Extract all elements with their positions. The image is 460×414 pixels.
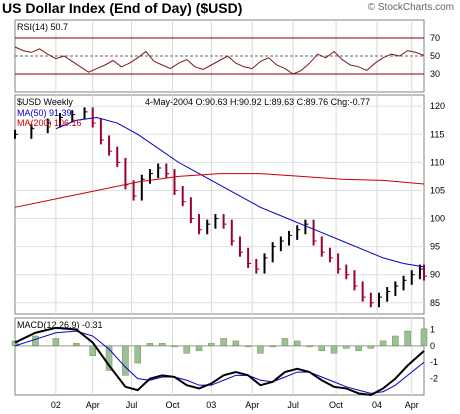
macd-histogram-bar [379, 340, 387, 347]
macd-histogram-bar [257, 345, 264, 354]
price-y-tick: 100 [430, 214, 445, 224]
price-y-tick: 115 [430, 129, 444, 139]
macd-y-tick: -1 [430, 357, 438, 367]
watermark: © StockCharts.com [367, 2, 454, 13]
macd-histogram-bar [171, 345, 178, 348]
macd-histogram-bar [420, 328, 428, 347]
macd-y-tick: 1 [430, 324, 435, 334]
x-tick-label: Apr [86, 400, 100, 410]
chart-title: US Dollar Index (End of Day) ($USD) [2, 0, 243, 16]
macd-histogram-bar [195, 345, 203, 352]
panel-frame-1 [14, 94, 425, 315]
macd-label: MACD(12,26,9) -0.31 [17, 320, 103, 330]
x-tick-label: Oct [329, 400, 344, 410]
x-tick-label: Apr [245, 400, 259, 410]
price-panel-label: $USD Weekly [17, 97, 73, 107]
macd-macd-line [14, 326, 425, 397]
macd-histogram-bar [105, 345, 113, 371]
macd-histogram-bar [89, 345, 96, 356]
macd-histogram-bar [208, 343, 215, 347]
rsi-y-tick: 50 [430, 51, 440, 61]
macd-histogram-bar [367, 345, 375, 349]
macd-histogram-bar [32, 335, 39, 347]
macd-histogram-bar [134, 345, 141, 364]
ma-legend: MA(50) 91.39 [17, 108, 72, 118]
price-y-tick: 90 [430, 270, 440, 280]
macd-histogram-bar [183, 345, 191, 354]
price-y-tick: 85 [430, 298, 440, 308]
ma-line-2 [14, 173, 425, 208]
macd-histogram-bar [392, 335, 399, 347]
x-tick-label: Jul [287, 400, 299, 410]
macd-histogram-bar [122, 345, 129, 376]
macd-histogram-bar [404, 330, 411, 347]
price-y-tick: 120 [430, 101, 445, 111]
x-tick-label: Oct [165, 400, 180, 410]
macd-histogram-bar [318, 345, 325, 352]
rsi-y-tick: 30 [430, 69, 440, 79]
macd-histogram-bar [269, 345, 276, 348]
macd-histogram-bar [73, 343, 80, 347]
macd-histogram-bar [343, 345, 350, 349]
macd-signal-line [14, 330, 425, 394]
macd-histogram-bar [355, 345, 362, 352]
macd-histogram-bar [293, 340, 301, 347]
macd-histogram-bar [281, 338, 289, 347]
macd-histogram-bar [220, 338, 227, 347]
ma-legend: MA(200) 106.16 [17, 118, 82, 128]
x-tick-label: 02 [51, 400, 61, 410]
x-tick-label: 03 [206, 400, 216, 410]
rsi-label: RSI(14) 50.7 [17, 22, 68, 32]
macd-histogram-bar [52, 338, 60, 347]
x-tick-label: Jul [126, 400, 138, 410]
macd-histogram-bar [330, 345, 338, 354]
x-tick-label: 04 [372, 400, 382, 410]
rsi-line [14, 46, 425, 75]
price-info: 4-May-2004 O:90.63 H:90.92 L:89.63 C:89.… [145, 97, 370, 107]
macd-histogram-bar [158, 343, 166, 347]
macd-histogram-bar [306, 345, 313, 348]
x-tick-label: Apr [405, 400, 419, 410]
macd-histogram-bar [146, 343, 154, 347]
macd-y-tick: -2 [430, 374, 438, 384]
macd-histogram-bar [244, 345, 252, 348]
price-y-tick: 95 [430, 242, 440, 252]
price-y-tick: 105 [430, 185, 445, 195]
rsi-y-tick: 70 [430, 33, 440, 43]
macd-histogram-bar [232, 340, 240, 347]
ma-line-1 [55, 116, 425, 268]
macd-y-tick: 0 [430, 341, 435, 351]
price-y-tick: 110 [430, 157, 444, 167]
